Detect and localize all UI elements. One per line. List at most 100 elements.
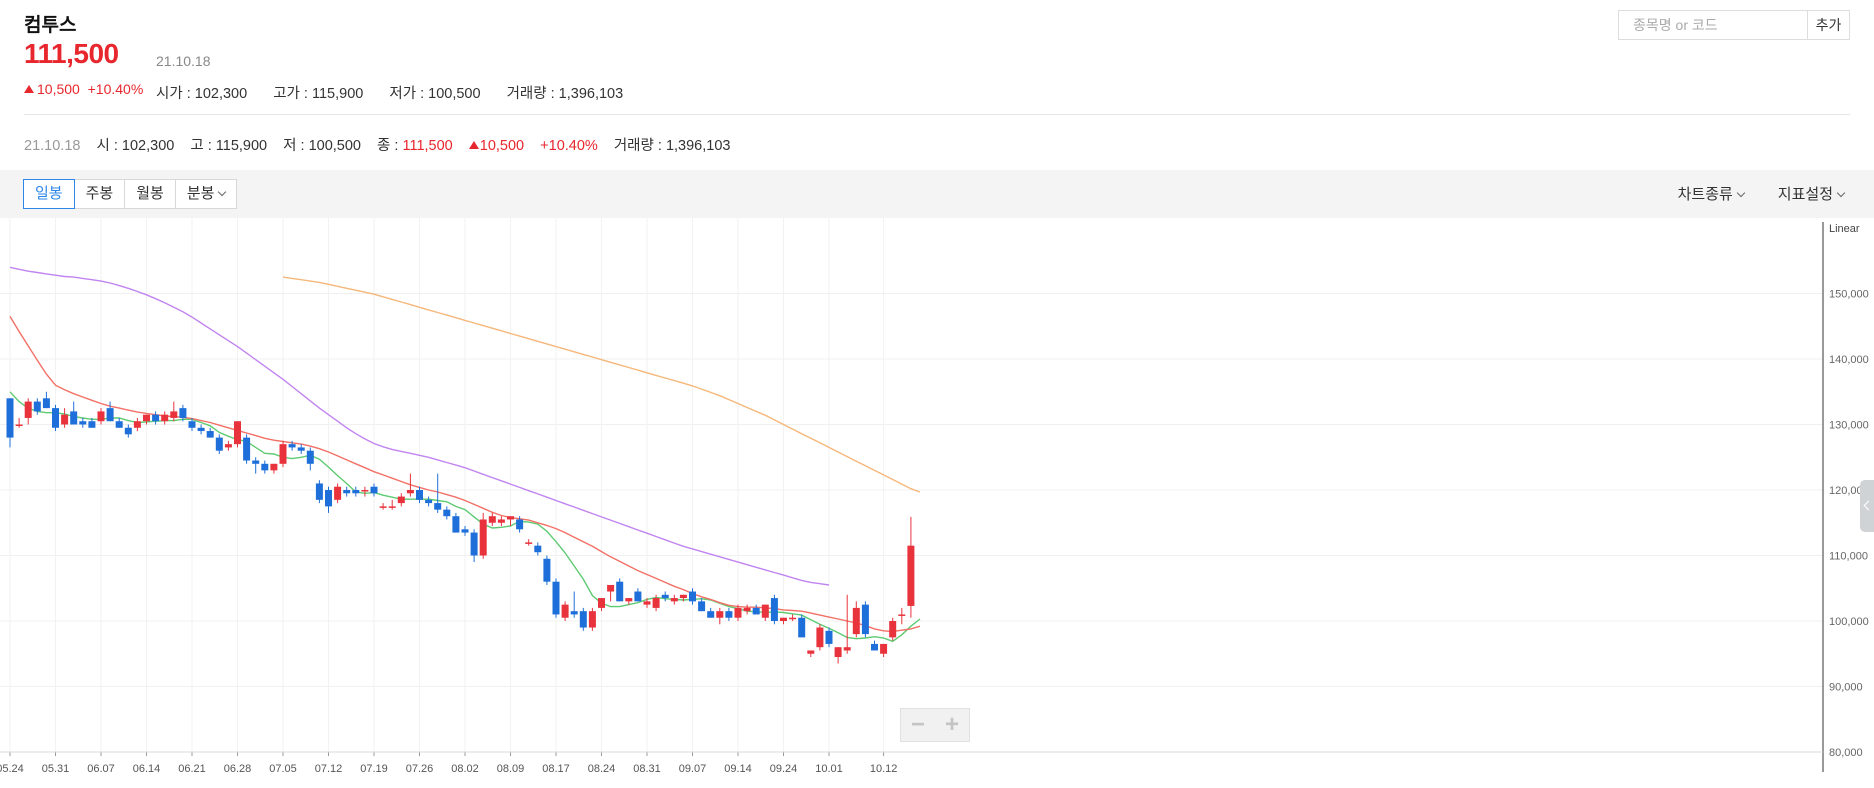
candle-body <box>461 529 469 533</box>
chart-type-label: 차트종류 <box>1677 186 1733 203</box>
candle-body <box>79 421 87 425</box>
candle <box>470 529 478 563</box>
candle-body <box>24 401 32 418</box>
change-amount: 10,500 <box>37 81 80 97</box>
x-tick-label: 10.01 <box>815 763 843 775</box>
candle-body <box>570 611 578 615</box>
candle-body <box>270 463 278 471</box>
low-price: 저가 : 100,500 <box>389 86 481 102</box>
candle-body <box>543 558 551 582</box>
candle-body <box>734 607 742 618</box>
candle-info-row: 21.10.18 시 : 102,300 고 : 115,900 저 : 100… <box>24 134 742 155</box>
chevron-down-icon <box>1836 188 1846 198</box>
candle-body <box>752 607 760 615</box>
candle <box>115 417 123 428</box>
stock-name: 컴투스 <box>24 15 77 36</box>
candle-body <box>261 463 269 471</box>
candle <box>152 411 160 425</box>
y-tick-label: 80,000 <box>1829 747 1863 759</box>
candle-body <box>880 643 888 654</box>
candle-body <box>452 516 460 533</box>
candle-body <box>361 490 369 492</box>
candle-body <box>661 594 669 599</box>
candle <box>388 499 396 510</box>
candlestick-chart[interactable]: 80,000 90,000 100,000 110,000 120,000 130,000… <box>0 218 1874 788</box>
search-input[interactable] <box>1619 11 1807 39</box>
candle-body <box>525 542 533 544</box>
candle <box>561 601 569 621</box>
side-panel-toggle-icon[interactable] <box>1860 480 1874 532</box>
y-tick-label: 140,000 <box>1829 354 1869 366</box>
candle <box>743 604 751 615</box>
candle <box>334 483 342 504</box>
x-tick-label: 08.02 <box>451 763 479 775</box>
candle <box>406 473 414 497</box>
candle <box>698 598 706 612</box>
candle-body <box>124 427 132 435</box>
chart-grid <box>0 218 1823 753</box>
candle <box>188 417 196 432</box>
tab-daily[interactable]: 일봉 <box>23 179 75 209</box>
indicator-menu[interactable]: 지표설정 <box>1778 183 1846 204</box>
candle-body <box>652 598 660 608</box>
candle <box>224 440 232 451</box>
header-divider <box>24 114 1850 115</box>
moving-average-ma120 <box>282 276 921 493</box>
chevron-down-icon <box>1736 188 1746 198</box>
candle <box>780 617 787 625</box>
candle-body <box>889 621 897 638</box>
candle-body <box>243 437 251 461</box>
candle <box>370 483 378 497</box>
candle-body <box>161 414 169 422</box>
info-close: 111,500 <box>402 138 453 154</box>
candle <box>215 434 223 454</box>
candle-body <box>825 630 833 644</box>
tab-monthly[interactable]: 월봉 <box>124 179 176 209</box>
candle <box>106 401 114 422</box>
current-price: 111,500 <box>24 38 119 69</box>
zoom-out-button[interactable]: − <box>910 711 925 738</box>
candle-body <box>716 611 724 618</box>
candle-body <box>343 490 351 494</box>
candle <box>6 398 14 448</box>
candle <box>197 424 205 435</box>
chevron-down-icon <box>218 187 227 197</box>
add-button[interactable]: 추가 <box>1807 11 1849 39</box>
candle <box>297 444 305 454</box>
candle <box>634 588 642 602</box>
chart-type-menu[interactable]: 차트종류 <box>1677 183 1746 204</box>
candle-body <box>488 516 496 523</box>
candle <box>616 578 624 602</box>
tab-minute[interactable]: 분봉 <box>174 179 238 209</box>
candle-body <box>206 431 214 438</box>
candle <box>789 614 797 621</box>
candle <box>670 594 678 605</box>
candle <box>133 417 141 432</box>
candle-body <box>6 398 14 438</box>
tab-weekly[interactable]: 주봉 <box>73 179 126 209</box>
x-tick-label: 07.12 <box>315 763 343 775</box>
candle <box>170 401 178 422</box>
candle <box>607 584 615 602</box>
candle <box>525 539 533 546</box>
candle <box>252 457 260 474</box>
zoom-in-button[interactable]: + <box>944 711 959 738</box>
candle-body <box>898 614 906 616</box>
candle-body <box>616 581 624 602</box>
candle-body <box>561 604 569 618</box>
candle <box>243 434 251 464</box>
candle <box>652 594 660 612</box>
x-tick-label: 06.28 <box>224 763 252 775</box>
up-triangle-icon <box>24 85 34 93</box>
candle <box>88 417 96 428</box>
candle-body <box>279 444 287 464</box>
candle-body <box>798 617 806 638</box>
candle-body <box>443 509 451 517</box>
candle <box>534 542 542 556</box>
info-high: 고 : 115,900 <box>190 138 268 154</box>
candle <box>234 421 241 448</box>
candle-body <box>288 444 296 448</box>
candle <box>479 512 487 559</box>
candle-body <box>425 499 433 504</box>
candle <box>907 516 915 618</box>
